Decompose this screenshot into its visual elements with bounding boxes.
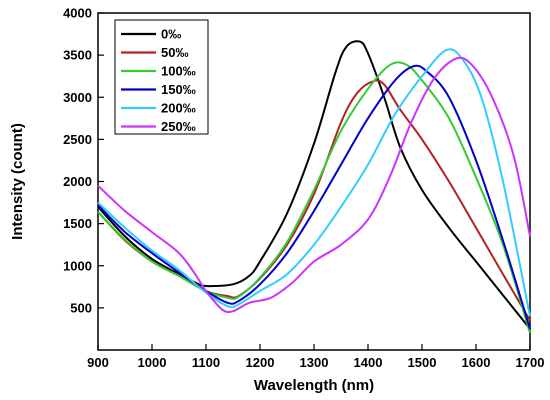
y-axis-title: Intensity (count) — [9, 123, 26, 240]
y-tick-label: 2000 — [63, 174, 92, 189]
legend: 0‰ 50‰ 100‰ 150‰ 200‰ 250‰ — [114, 19, 209, 135]
series-layer — [97, 40, 531, 334]
legend-label: 100‰ — [161, 64, 196, 79]
series-line-2 — [97, 61, 531, 334]
x-tick-label: 1400 — [354, 355, 383, 370]
series-line-3 — [97, 64, 531, 330]
y-tick-label: 3000 — [63, 90, 92, 105]
x-tick-label: 1100 — [192, 355, 220, 370]
x-tick-label: 900 — [87, 355, 109, 370]
series-line-5 — [97, 56, 531, 314]
y-tick-label: 3500 — [63, 48, 92, 63]
legend-label: 250‰ — [161, 119, 196, 134]
x-tick-label: 1500 — [408, 355, 437, 370]
y-tick-label: 500 — [70, 300, 92, 315]
x-tick-label: 1600 — [462, 355, 491, 370]
x-tick-label: 1200 — [246, 355, 275, 370]
y-tick-label: 1500 — [63, 216, 92, 231]
y-tick-label: 2500 — [63, 132, 92, 147]
y-tick-label: 4000 — [63, 6, 92, 21]
legend-label: 200‰ — [161, 101, 196, 116]
legend-box — [114, 19, 209, 135]
y-tick-label: 1000 — [63, 258, 92, 273]
x-tick-label: 1700 — [516, 355, 545, 370]
series-line-4 — [97, 48, 531, 317]
legend-label: 0‰ — [161, 27, 181, 42]
axis-ticks: 900 1000 1100 1200 1300 1400 1500 1600 1700 500 10… — [63, 6, 544, 371]
x-tick-label: 1000 — [138, 355, 167, 370]
legend-label: 50‰ — [161, 45, 188, 60]
x-axis-title: Wavelength (nm) — [254, 377, 374, 394]
legend-label: 150‰ — [161, 82, 196, 97]
x-tick-label: 1300 — [300, 355, 329, 370]
